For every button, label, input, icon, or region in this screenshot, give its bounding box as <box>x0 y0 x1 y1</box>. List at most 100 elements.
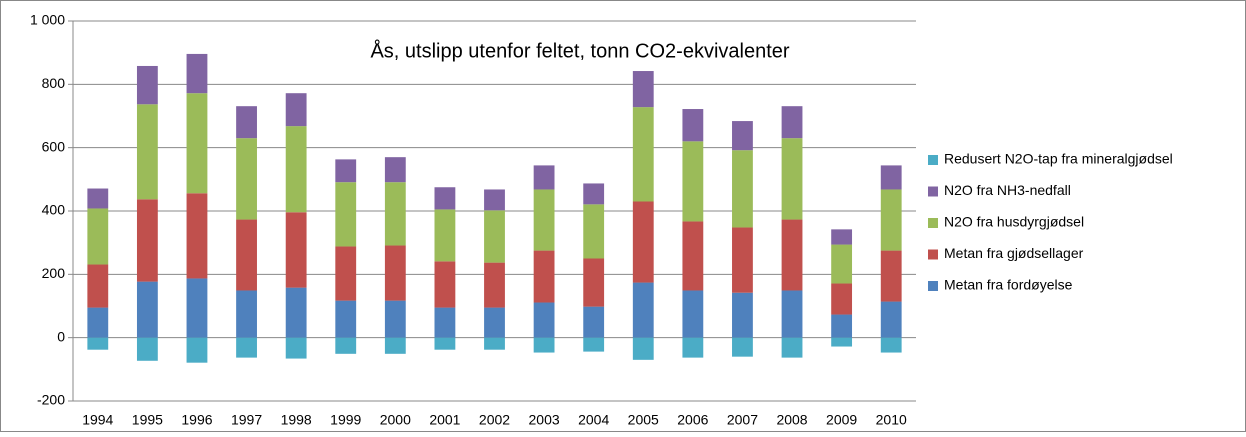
bar-segment <box>583 258 605 307</box>
x-tick-label: 2000 <box>380 412 411 428</box>
legend-label: Metan fra gjødsellager <box>944 245 1084 261</box>
bar-segment <box>682 221 704 291</box>
bar-segment <box>781 219 803 291</box>
bar-segment <box>87 264 109 308</box>
x-tick-label: 1999 <box>330 412 361 428</box>
bar-segment <box>632 337 654 360</box>
x-tick-label: 2002 <box>479 412 510 428</box>
bar-segment <box>384 245 406 301</box>
y-tick-label: 400 <box>42 202 66 218</box>
bar-segment <box>880 337 902 353</box>
y-tick-label: 200 <box>42 265 66 281</box>
x-tick-label: 1996 <box>181 412 212 428</box>
bar-segment <box>484 189 505 211</box>
bar-segment <box>732 292 753 338</box>
bar-segment <box>732 227 753 293</box>
bar-segment <box>880 250 902 302</box>
bar-segment <box>632 71 654 108</box>
legend-label: Metan fra fordøyelse <box>944 277 1073 293</box>
bar-segment <box>136 281 158 338</box>
bar-segment <box>285 126 307 213</box>
bar-segment <box>880 301 902 338</box>
bar-segment <box>583 183 605 205</box>
bar-segment <box>136 65 158 105</box>
x-tick-label: 2007 <box>727 412 758 428</box>
bar-segment <box>285 287 307 338</box>
bar-segment <box>335 337 357 354</box>
bar-segment <box>682 290 704 338</box>
y-tick-label: 600 <box>42 138 66 154</box>
y-tick-label: -200 <box>37 392 65 408</box>
x-tick-label: 2003 <box>529 412 560 428</box>
bar-segment <box>484 210 505 263</box>
bar-segment <box>781 138 803 220</box>
bar-segment <box>136 104 158 200</box>
bar-segment <box>285 212 307 288</box>
x-tick-label: 1998 <box>281 412 312 428</box>
bar-segment <box>831 314 853 338</box>
bar-segment <box>384 337 406 354</box>
x-tick-label: 1995 <box>132 412 163 428</box>
legend-label: N2O fra NH3-nedfall <box>944 182 1071 198</box>
bar-segment <box>434 337 456 350</box>
bar-segment <box>285 93 307 127</box>
bar-segment <box>682 337 704 358</box>
x-tick-label: 1994 <box>82 412 113 428</box>
legend-swatch <box>928 218 938 228</box>
bar-segment <box>484 307 505 338</box>
bar-segment <box>732 121 753 151</box>
bar-segment <box>533 302 555 338</box>
bar-segment <box>335 246 357 301</box>
bar-segment <box>831 244 853 284</box>
bar-segment <box>781 106 803 139</box>
bar-segment <box>87 307 109 338</box>
y-tick-label: 1 000 <box>30 12 65 28</box>
bar-segment <box>384 157 406 183</box>
bar-segment <box>434 209 456 262</box>
legend-swatch <box>928 186 938 197</box>
bar-segment <box>831 337 853 347</box>
x-tick-label: 2008 <box>776 412 807 428</box>
bar-segment <box>583 306 605 338</box>
bar-segment <box>87 188 109 209</box>
bar-segment <box>533 189 555 251</box>
bar-segment <box>533 165 555 190</box>
legend-label: Redusert N2O-tap fra mineralgjødsel <box>944 151 1173 167</box>
legend-swatch <box>928 249 938 260</box>
bar-segment <box>732 150 753 228</box>
x-tick-label: 2010 <box>876 412 907 428</box>
bar-segment <box>434 187 456 210</box>
bar-segment <box>484 337 505 350</box>
bar-segment <box>880 189 902 251</box>
bar-segment <box>236 106 257 139</box>
bar-segment <box>732 337 753 357</box>
bar-segment <box>285 337 307 359</box>
bar-segment <box>186 193 208 279</box>
bar-segment <box>335 182 357 247</box>
bar-segment <box>186 53 208 94</box>
x-tick-label: 2001 <box>429 412 460 428</box>
bar-segment <box>236 290 257 338</box>
y-tick-label: 800 <box>42 75 66 91</box>
bar-segment <box>335 300 357 338</box>
bar-segment <box>632 282 654 338</box>
bar-segment <box>533 250 555 303</box>
bar-segment <box>236 219 257 291</box>
bar-segment <box>384 182 406 246</box>
bar-segment <box>87 337 109 350</box>
bar-segment <box>583 337 605 352</box>
bar-segment <box>384 300 406 338</box>
bar-segment <box>781 337 803 358</box>
x-tick-label: 2005 <box>628 412 659 428</box>
x-tick-label: 1997 <box>231 412 262 428</box>
x-tick-label: 2009 <box>826 412 857 428</box>
bar-segment <box>186 337 208 363</box>
bar-segment <box>186 278 208 338</box>
chart-title: Ås, utslipp utenfor feltet, tonn CO2-ekv… <box>370 39 789 62</box>
bar-segment <box>136 199 158 282</box>
bar-segment <box>831 229 853 245</box>
legend-label: N2O fra husdyrgjødsel <box>944 214 1084 230</box>
bar-segment <box>632 201 654 283</box>
